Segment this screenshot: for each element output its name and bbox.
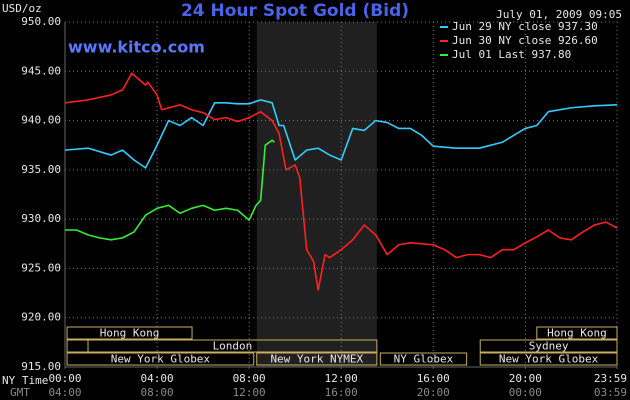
y-axis-label: USD/oz <box>2 2 42 15</box>
session-label: New York NYMEX <box>270 353 363 366</box>
session-label: New York Globex <box>111 353 211 366</box>
session-box <box>256 352 378 366</box>
y-tick-label: 925.00 <box>21 261 61 274</box>
site-label: www.kitco.com <box>68 38 205 57</box>
x-tick-label: 20:00 <box>509 372 542 385</box>
x2-tick-label: 00:00 <box>509 386 542 399</box>
session-label: Hong Kong <box>547 327 607 340</box>
timestamp: July 01, 2009 09:05 <box>496 8 622 21</box>
x-tick-label: 04:00 <box>141 372 174 385</box>
x-tick-label: 08:00 <box>233 372 266 385</box>
x2-axis-label: GMT <box>10 386 30 399</box>
y-tick-label: 940.00 <box>21 114 61 127</box>
x2-tick-label: 08:00 <box>141 386 174 399</box>
session-box <box>66 326 193 340</box>
x-tick-label: 23:59 <box>594 372 627 385</box>
y-tick-label: 920.00 <box>21 311 61 324</box>
session-box <box>87 339 378 353</box>
y-tick-label: 935.00 <box>21 163 61 176</box>
x-tick-label: 16:00 <box>417 372 450 385</box>
shaded-region <box>256 22 377 367</box>
legend-label: Jul 01 Last 937.80 <box>452 48 571 61</box>
series-line <box>65 139 275 241</box>
session-label: Sydney <box>529 340 569 353</box>
x2-tick-label: 03:59 <box>594 386 627 399</box>
y-tick-label: 945.00 <box>21 64 61 77</box>
legend-label: Jun 30 NY close 926.60 <box>452 34 598 47</box>
session-box <box>479 352 618 366</box>
x2-tick-label: 20:00 <box>417 386 450 399</box>
session-label: London <box>213 340 253 353</box>
session-label: Hong Kong <box>100 327 160 340</box>
session-box <box>479 339 618 353</box>
legend-label: Jun 29 NY close 937.30 <box>452 20 598 33</box>
session-box <box>379 352 468 366</box>
x2-tick-label: 16:00 <box>325 386 358 399</box>
session-box <box>536 326 618 340</box>
series-line <box>64 99 618 169</box>
x2-tick-label: 12:00 <box>233 386 266 399</box>
x-tick-label: 00:00 <box>48 372 81 385</box>
y-tick-label: 915.00 <box>21 360 61 373</box>
chart-title: 24 Hour Spot Gold (Bid) <box>181 1 409 21</box>
y-tick-label: 930.00 <box>21 212 61 225</box>
session-box <box>66 352 255 366</box>
session-label: New York Globex <box>499 353 599 366</box>
y-tick-label: 950.00 <box>21 15 61 28</box>
session-label: NY Globex <box>394 353 454 366</box>
x-tick-label: 12:00 <box>325 372 358 385</box>
series-line <box>64 72 618 291</box>
x-axis-label: NY Time <box>2 374 48 387</box>
x2-tick-label: 04:00 <box>48 386 81 399</box>
